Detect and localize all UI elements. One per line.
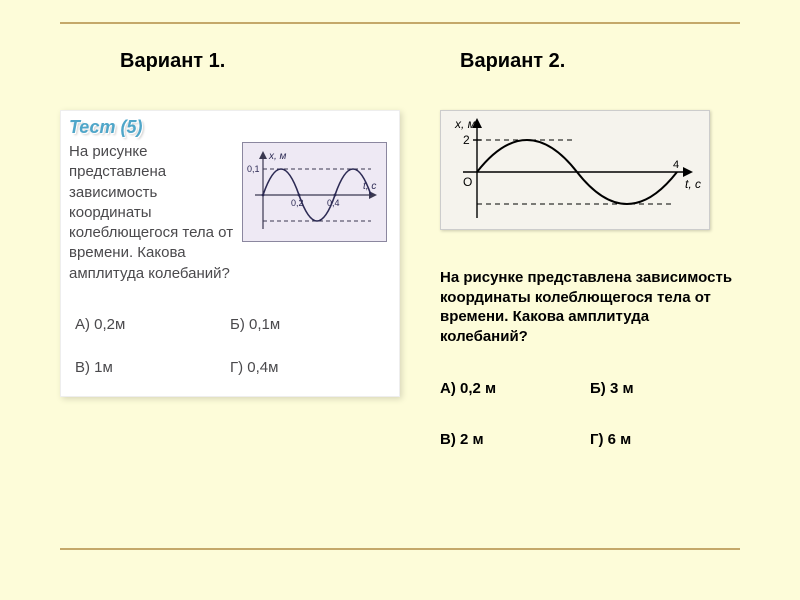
variant-2-answer-a: А) 0,2 м xyxy=(440,380,590,397)
variant-2-answer-g: Г) 6 м xyxy=(590,431,740,448)
chart1-y-label: x, м xyxy=(268,151,287,162)
variant-1-answer-b: Б) 0,1м xyxy=(230,316,385,333)
chart2-y-tick: 2 xyxy=(463,133,470,147)
chart2-x-tick: 4 xyxy=(673,159,679,171)
chart2-origin: O xyxy=(463,175,472,189)
variant-1-card: Тест (5) На рисунке представлена зависим… xyxy=(60,110,400,397)
chart1-x-tick-2: 0,4 xyxy=(327,198,340,208)
variant-2-answer-b: Б) 3 м xyxy=(590,380,740,397)
chart2-x-label: t, c xyxy=(685,177,701,191)
chart2-y-label: x, м xyxy=(454,117,476,131)
test-badge: Тест (5) xyxy=(69,117,143,138)
variant-1-answer-a: А) 0,2м xyxy=(75,316,230,333)
variant-2-answer-v: В) 2 м xyxy=(440,431,590,448)
chart1-x-label: t, c xyxy=(363,181,376,192)
heading-variant-2: Вариант 2. xyxy=(400,50,740,73)
variant-1-answers: А) 0,2м Б) 0,1м В) 1м Г) 0,4м xyxy=(69,316,391,386)
variant-2-chart: x, м 2 O 4 t, c xyxy=(440,110,710,230)
variant-2-answers: А) 0,2 м Б) 3 м В) 2 м Г) 6 м xyxy=(440,380,740,448)
variant-2-block: x, м 2 O 4 t, c На рисунке представлена … xyxy=(440,110,740,448)
top-rule xyxy=(60,22,740,24)
variant-1-answer-g: Г) 0,4м xyxy=(230,359,385,376)
heading-row: Вариант 1. Вариант 2. xyxy=(60,50,740,73)
heading-variant-1: Вариант 1. xyxy=(60,50,400,73)
bottom-rule xyxy=(60,548,740,550)
chart1-x-tick-1: 0,2 xyxy=(291,198,304,208)
variant-2-question: На рисунке представлена зависимость коор… xyxy=(440,268,740,346)
variant-1-question: На рисунке представлена зависимость коор… xyxy=(69,142,234,284)
chart1-y-tick: 0,1 xyxy=(247,164,260,174)
variant-1-chart: x, м 0,1 0,2 0,4 t, c xyxy=(242,142,387,242)
variant-1-answer-v: В) 1м xyxy=(75,359,230,376)
variant-1-block: Тест (5) На рисунке представлена зависим… xyxy=(60,110,400,397)
